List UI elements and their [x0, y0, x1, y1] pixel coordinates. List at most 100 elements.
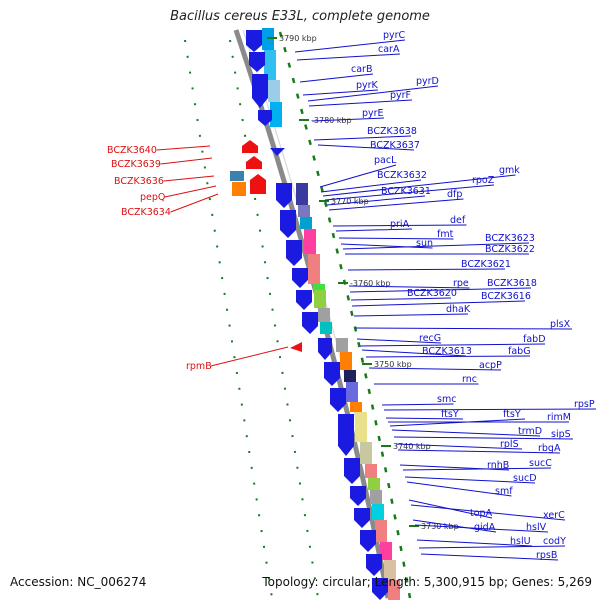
forward-gene-label[interactable]: gidA — [474, 522, 496, 533]
forward-leader-line — [307, 85, 439, 102]
forward-leader-line — [350, 297, 452, 301]
forward-gene-label[interactable]: rpoZ — [472, 175, 495, 186]
forward-gene-label[interactable]: BCZK3622 — [485, 244, 535, 255]
forward-gene-label[interactable]: sun — [416, 238, 433, 249]
forward-gene-label[interactable]: BCZK3631 — [381, 186, 431, 197]
forward-gene-label[interactable]: fabG — [508, 346, 531, 357]
reverse-leader-line — [164, 185, 217, 198]
forward-gene-label[interactable]: gmk — [499, 165, 520, 176]
forward-leader-line — [335, 228, 413, 232]
forward-gene-label[interactable]: rbgA — [538, 443, 561, 454]
forward-gene-label[interactable]: recG — [419, 333, 441, 344]
forward-gene-label[interactable]: BCZK3632 — [377, 170, 427, 181]
forward-gene-label[interactable]: BCZK3618 — [487, 278, 537, 289]
forward-gene-label[interactable]: dfp — [447, 189, 462, 200]
forward-leader-line — [320, 179, 422, 193]
forward-leader-line — [397, 449, 561, 454]
forward-leader-line — [385, 417, 464, 420]
reverse-gene-label[interactable]: BCZK3640 — [107, 145, 157, 156]
genome-summary-text: Topology: circular; Length: 5,300,915 bp… — [262, 575, 592, 589]
forward-gene-label[interactable]: rpe — [453, 278, 469, 289]
forward-gene-label[interactable]: hslV — [526, 522, 547, 533]
forward-gene-label[interactable]: BCZK3616 — [481, 291, 531, 302]
forward-leader-line — [322, 174, 516, 197]
forward-gene-label[interactable]: sipS — [551, 429, 571, 440]
forward-leader-line — [328, 198, 464, 211]
forward-gene-label[interactable]: carA — [378, 44, 400, 55]
forward-gene-label[interactable]: BCZK3613 — [422, 346, 472, 357]
forward-leader-line — [302, 89, 379, 96]
forward-leader-line — [393, 436, 574, 440]
reverse-gene-label[interactable]: pepQ — [140, 192, 165, 203]
forward-leader-line — [338, 237, 454, 240]
forward-gene-label[interactable]: pyrE — [362, 108, 384, 119]
forward-gene-label[interactable]: priA — [390, 219, 410, 230]
forward-leader-line — [319, 164, 397, 188]
forward-gene-label[interactable]: pyrK — [356, 80, 379, 91]
forward-gene-label[interactable]: rnhB — [487, 460, 509, 471]
reverse-label-leaders — [156, 145, 289, 367]
forward-gene-label[interactable]: pyrC — [383, 30, 406, 41]
forward-gene-label[interactable]: smf — [495, 486, 513, 497]
forward-leader-line — [402, 467, 552, 471]
forward-gene-label[interactable]: pacL — [374, 155, 397, 166]
forward-gene-label[interactable]: codY — [543, 536, 566, 547]
reverse-gene-label[interactable]: BCZK3636 — [114, 176, 164, 187]
reverse-gene-label[interactable]: BCZK3639 — [111, 159, 161, 170]
forward-leader-line — [353, 313, 469, 317]
forward-label-leaders — [294, 39, 597, 561]
dashed-axes — [184, 39, 319, 599]
forward-gene-label[interactable]: hslU — [510, 536, 531, 547]
forward-gene-label[interactable]: rpsB — [536, 550, 557, 561]
forward-gene-label[interactable]: smc — [437, 394, 456, 405]
forward-leader-line — [406, 481, 512, 497]
forward-leader-line — [326, 195, 426, 206]
forward-gene-label[interactable]: ftsY — [441, 409, 459, 420]
forward-gene-label[interactable]: pyrF — [390, 90, 411, 101]
forward-gene-label[interactable]: fmt — [437, 229, 454, 240]
forward-gene-label[interactable]: pyrD — [416, 76, 439, 87]
forward-leader-line — [308, 99, 413, 107]
forward-gene-label[interactable]: rplS — [500, 439, 519, 450]
forward-gene-label[interactable]: ftsY — [503, 409, 521, 420]
accession-text: Accession: NC_006274 — [10, 575, 147, 589]
forward-leader-line — [347, 268, 506, 271]
forward-gene-label[interactable]: carB — [351, 64, 372, 75]
forward-leader-line — [340, 243, 433, 249]
forward-gene-labels: pyrC carA carB pyrK pyrD pyrF pyrE BCZK3638 BCZK… — [351, 30, 595, 561]
forward-gene-label[interactable]: dhaK — [446, 304, 471, 315]
forward-leader-line — [414, 524, 549, 533]
forward-leader-line — [416, 539, 533, 547]
forward-gene-label[interactable]: trmD — [518, 426, 542, 437]
forward-gene-label[interactable]: sucD — [513, 473, 537, 484]
forward-gene-label[interactable]: rimM — [547, 412, 571, 423]
reverse-gene-label[interactable]: BCZK3634 — [121, 207, 171, 218]
forward-gene-label[interactable]: BCZK3620 — [407, 288, 457, 299]
forward-gene-label[interactable]: sucC — [529, 458, 552, 469]
forward-gene-label[interactable]: BCZK3623 — [485, 233, 535, 244]
forward-gene-label[interactable]: xerC — [543, 510, 565, 521]
forward-gene-label[interactable]: def — [450, 215, 466, 226]
forward-gene-label[interactable]: plsX — [550, 319, 571, 330]
forward-leader-line — [391, 429, 541, 437]
forward-gene-label[interactable]: BCZK3638 — [367, 126, 417, 137]
forward-leader-line — [342, 242, 530, 250]
kbp-label: 3770 kbp — [331, 197, 369, 206]
forward-gene-label[interactable]: rnc — [462, 374, 477, 385]
reverse-feature-track — [230, 140, 302, 352]
forward-leader-line — [381, 403, 454, 406]
forward-gene-label[interactable]: acpP — [479, 360, 502, 371]
forward-leader-line — [412, 519, 497, 533]
reverse-gene-label[interactable]: rpmB — [186, 361, 212, 372]
forward-gene-label[interactable]: BCZK3637 — [370, 140, 420, 151]
forward-gene-label[interactable]: rpsP — [574, 399, 595, 410]
forward-gene-label[interactable]: topA — [470, 508, 493, 519]
reverse-leader-line — [163, 175, 215, 182]
forward-gene-label[interactable]: BCZK3621 — [461, 259, 511, 270]
kbp-label: -3760 kbp — [350, 279, 391, 288]
forward-gene-label[interactable]: fabD — [523, 334, 546, 345]
forward-leader-line — [324, 184, 495, 201]
forward-leader-line — [313, 135, 412, 141]
forward-leader-line — [361, 349, 467, 357]
kbp-label: 3790 kbp — [279, 34, 317, 43]
